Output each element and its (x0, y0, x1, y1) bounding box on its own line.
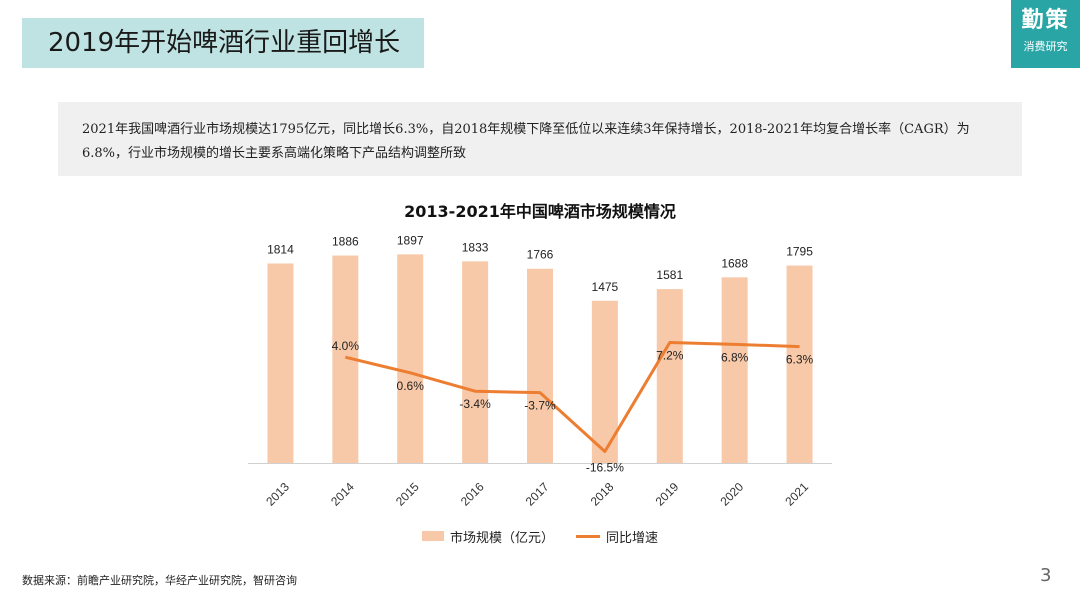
legend-label-bars: 市场规模（亿元） (449, 530, 554, 546)
growth-label-2018: -16.5% (586, 461, 624, 475)
bar-label-2014: 1886 (332, 235, 359, 249)
x-tick-2013: 2013 (263, 480, 292, 509)
legend-swatch-bar (421, 531, 444, 541)
brand-subtitle: 消费研究 (1023, 40, 1068, 53)
brand-name: 勤策 (1021, 7, 1070, 33)
brand-logo: 勤策 消费研究 (1011, 0, 1080, 68)
x-tick-2017: 2017 (523, 480, 552, 509)
page-title-box: 2019年开始啤酒行业重回增长 (22, 18, 424, 68)
bar-label-2019: 1581 (656, 268, 683, 282)
x-tick-2021: 2021 (782, 480, 811, 509)
data-source: 数据来源：前瞻产业研究院，华经产业研究院，智研咨询 (22, 574, 297, 587)
bar-2015 (397, 254, 424, 463)
growth-label-2017: -3.7% (524, 399, 556, 413)
growth-label-2020: 6.8% (721, 350, 749, 364)
bar-2021 (786, 265, 813, 463)
growth-label-2015: 0.6% (397, 379, 425, 393)
x-tick-2015: 2015 (393, 480, 422, 509)
bar-2020 (721, 277, 748, 463)
summary-box: 2021年我国啤酒行业市场规模达1795亿元，同比增长6.3%，自2018年规模… (58, 102, 1022, 176)
x-tick-2016: 2016 (458, 480, 487, 509)
growth-line (344, 340, 800, 453)
bar-2017 (527, 268, 553, 463)
bar-label-2016: 1833 (462, 240, 489, 254)
x-tick-2018: 2018 (588, 480, 617, 509)
legend-item-bars: 市场规模（亿元） (421, 527, 554, 546)
legend-swatch-line (576, 534, 600, 538)
chart-legend: 市场规模（亿元） 同比增速 (0, 525, 1080, 547)
bar-2016 (462, 261, 489, 463)
growth-label-2014: 4.0% (332, 339, 360, 353)
bar-label-2020: 1688 (721, 256, 748, 270)
bar-label-2017: 1766 (527, 248, 554, 262)
bar-label-2013: 1814 (267, 242, 294, 256)
bar-label-2021: 1795 (786, 245, 813, 259)
growth-label-2021: 6.3% (786, 353, 814, 367)
growth-label-2019: 7.2% (656, 348, 684, 362)
growth-label-2016: -3.4% (459, 397, 491, 411)
legend-item-line: 同比增速 (576, 527, 658, 546)
page-title: 2019年开始啤酒行业重回增长 (48, 28, 401, 58)
x-tick-2020: 2020 (717, 480, 746, 509)
bar-2019 (656, 289, 683, 463)
bar-label-2018: 1475 (592, 280, 619, 294)
chart-title: 2013-2021年中国啤酒市场规模情况 (404, 202, 676, 221)
summary-text: 2021年我国啤酒行业市场规模达1795亿元，同比增长6.3%，自2018年规模… (82, 122, 970, 161)
x-tick-2014: 2014 (328, 480, 357, 509)
bar-2013 (267, 263, 294, 463)
bar-label-2015: 1897 (397, 233, 424, 247)
page-number: 3 (1040, 565, 1052, 586)
x-tick-2019: 2019 (653, 480, 682, 509)
legend-label-line: 同比增速 (606, 530, 659, 546)
